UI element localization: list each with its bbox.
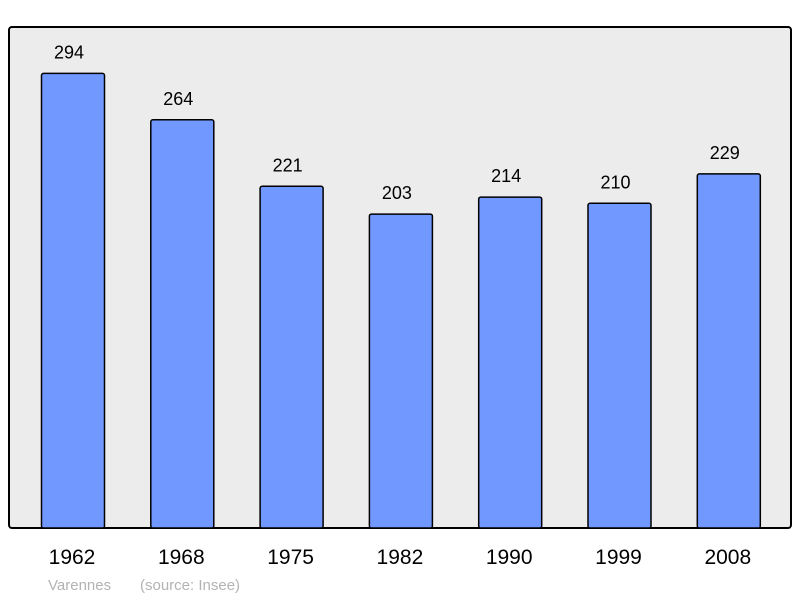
data-label-1982: 203 [382, 183, 412, 203]
x-tick-label: 1968 [158, 546, 205, 569]
data-label-2008: 229 [710, 143, 740, 163]
x-tick-label: 1990 [486, 546, 533, 569]
bar-1982 [368, 213, 434, 529]
footer-source: (source: Insee) [140, 577, 240, 594]
x-tick-label: 1975 [267, 546, 314, 569]
footer-place: Varennes [48, 577, 111, 594]
data-label-1990: 214 [491, 166, 521, 186]
x-tick-label: 1999 [595, 546, 642, 569]
x-tick-label: 2008 [704, 546, 751, 569]
data-label-1975: 221 [273, 155, 303, 175]
bar-1962 [40, 72, 106, 529]
data-label-1962: 294 [54, 42, 84, 62]
data-label-1968: 264 [163, 89, 193, 109]
x-tick-label: 1982 [377, 546, 424, 569]
bar-1968 [150, 119, 215, 529]
bar-1990 [477, 196, 543, 529]
x-tick-label: 1962 [49, 546, 96, 569]
bar-1975 [259, 185, 324, 529]
data-label-1999: 210 [600, 172, 630, 192]
bar-1999 [587, 202, 652, 529]
bar-2008 [696, 173, 762, 529]
